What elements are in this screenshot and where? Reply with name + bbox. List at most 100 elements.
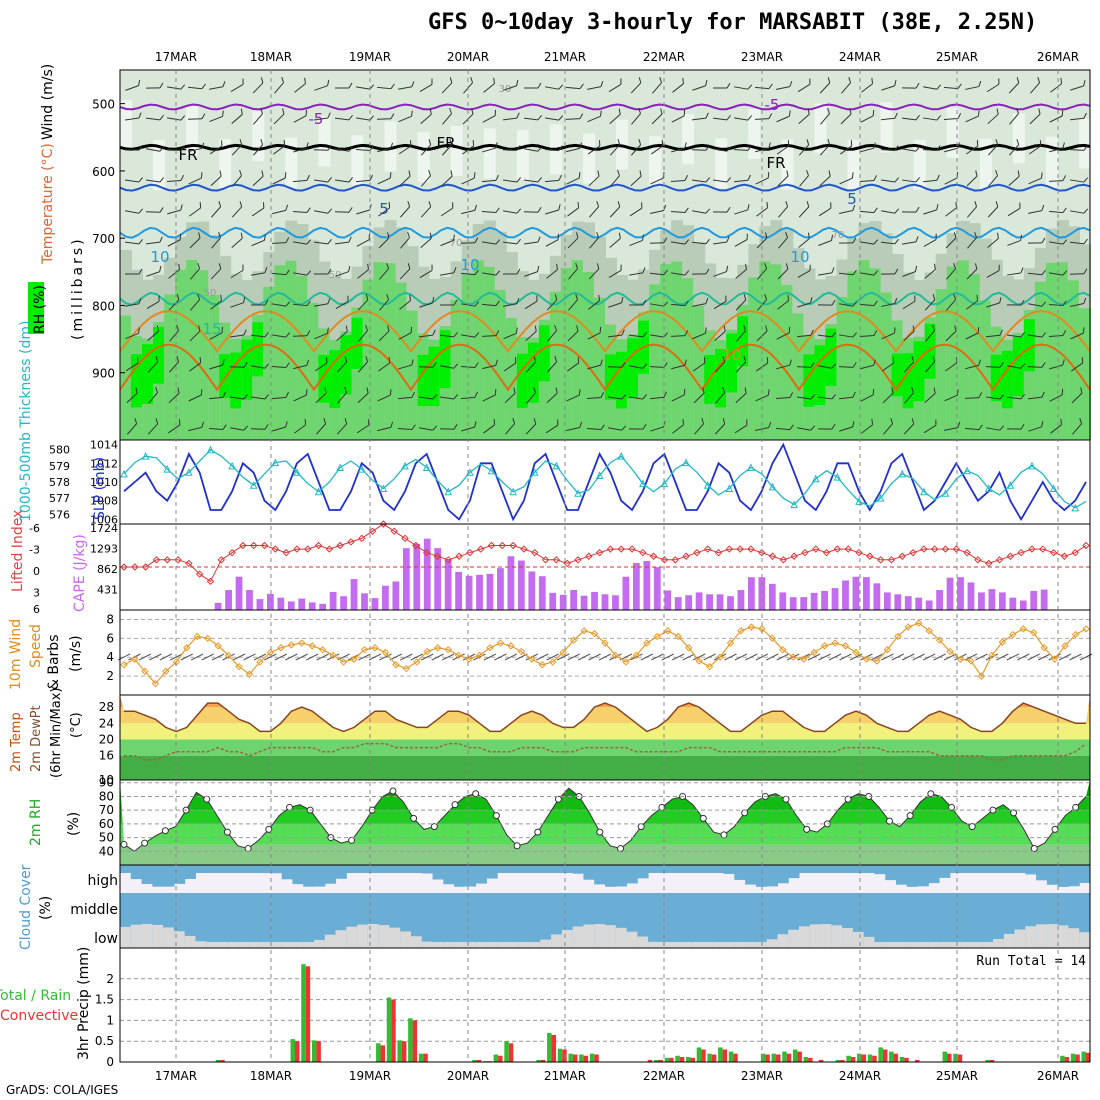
wind-marker bbox=[1019, 625, 1027, 633]
cloud-middle-bar bbox=[561, 893, 574, 948]
wind-barb bbox=[357, 387, 369, 404]
rh-band-70 bbox=[693, 305, 706, 440]
barb-flag bbox=[810, 425, 816, 431]
wind-marker bbox=[695, 657, 703, 665]
rh-band-70 bbox=[1034, 281, 1047, 440]
rh-dry-patch bbox=[847, 139, 860, 190]
rh-tick: 60 bbox=[99, 817, 114, 831]
barb-flag bbox=[344, 418, 348, 424]
rh-band-70 bbox=[186, 260, 199, 440]
rh-band-70 bbox=[395, 282, 408, 440]
barb-shaft bbox=[230, 269, 244, 279]
barb-shaft bbox=[714, 423, 726, 435]
barb-shaft bbox=[986, 270, 1000, 278]
cloud-low-bar bbox=[432, 942, 444, 948]
cloud-high-bar bbox=[184, 865, 196, 879]
barb-flag bbox=[264, 331, 269, 338]
precip-convective-bar bbox=[498, 1055, 503, 1062]
lifted-marker bbox=[271, 545, 280, 553]
wind-barb bbox=[146, 177, 165, 183]
cloud-middle-bar bbox=[551, 893, 563, 948]
barb-shaft bbox=[168, 392, 180, 404]
barb-flag bbox=[682, 418, 685, 425]
wind-barb bbox=[378, 232, 390, 249]
wind-barb bbox=[1071, 357, 1084, 372]
barb-shaft bbox=[671, 364, 685, 370]
cloud-low-bar bbox=[400, 931, 412, 948]
rh-band-70 bbox=[946, 266, 959, 440]
precip-total-bar bbox=[408, 1018, 413, 1062]
cloud-middle-bar bbox=[206, 893, 218, 948]
cloud-high-bar bbox=[529, 865, 541, 873]
precip-convective-bar bbox=[220, 1059, 225, 1062]
wind-barb bbox=[901, 82, 920, 89]
wind-marker bbox=[454, 651, 463, 660]
cloud-low-bar bbox=[993, 939, 1005, 948]
barb-flag bbox=[537, 177, 542, 183]
precip-convective-bar bbox=[1086, 1052, 1091, 1062]
wind-barb bbox=[964, 392, 983, 399]
barb-shaft bbox=[272, 303, 286, 307]
wind-barb bbox=[838, 269, 857, 276]
wind-barb bbox=[379, 262, 390, 280]
lifted-marker bbox=[660, 556, 669, 564]
cloud-high-bar bbox=[939, 865, 951, 878]
barb-flag bbox=[703, 357, 706, 364]
barb-flag bbox=[411, 81, 415, 87]
barb-shaft bbox=[273, 145, 285, 155]
barb-shaft bbox=[355, 149, 371, 151]
barb-shaft bbox=[986, 83, 1000, 93]
wind-barb bbox=[649, 362, 668, 368]
precip-convective-bar bbox=[850, 1057, 856, 1062]
barb-flag bbox=[806, 139, 810, 145]
wind-barb bbox=[1007, 202, 1021, 217]
wind-barb bbox=[567, 325, 579, 342]
barb-flag bbox=[661, 140, 664, 146]
barb-shaft bbox=[943, 118, 959, 120]
barb-shaft bbox=[609, 113, 621, 125]
rh-band-90 bbox=[1001, 350, 1014, 409]
barb-shaft bbox=[628, 396, 644, 400]
slp-axis-label: SLP (mb) bbox=[92, 457, 108, 520]
barb-flag bbox=[768, 83, 773, 89]
barb-flag bbox=[810, 329, 814, 336]
barb-flag bbox=[743, 294, 747, 301]
wind-barb bbox=[649, 269, 668, 276]
barb-flag bbox=[663, 301, 669, 307]
barb-flag bbox=[222, 110, 224, 117]
barb-flag bbox=[180, 84, 186, 90]
barb-shaft bbox=[523, 241, 539, 245]
wind-barb bbox=[146, 295, 160, 309]
barb-shaft bbox=[924, 299, 936, 311]
wind-barb bbox=[924, 294, 936, 311]
barb-shaft bbox=[292, 211, 308, 213]
wind-barb bbox=[712, 206, 731, 213]
barb-flag bbox=[617, 201, 621, 207]
barb-shaft bbox=[1049, 241, 1063, 245]
cape-bar bbox=[1019, 600, 1027, 610]
barb-flag bbox=[1020, 234, 1023, 241]
barb-flag bbox=[516, 268, 521, 275]
barb-shaft bbox=[860, 147, 874, 153]
barb-flag bbox=[1039, 140, 1042, 147]
barb-flag bbox=[240, 108, 243, 115]
wind-marker bbox=[339, 658, 348, 666]
barb-flag bbox=[852, 269, 857, 276]
wind-barb-10m bbox=[473, 653, 486, 661]
barb-shaft bbox=[271, 396, 287, 400]
lifted-marker bbox=[866, 552, 874, 560]
wind-barb bbox=[251, 234, 266, 247]
barb-flag bbox=[1020, 267, 1024, 274]
wind-marker bbox=[925, 627, 933, 635]
barb-flag bbox=[596, 201, 600, 207]
barb-shaft bbox=[587, 364, 601, 370]
wind-barb bbox=[691, 145, 710, 151]
wind-barb bbox=[1069, 238, 1088, 245]
barb-shaft bbox=[316, 423, 326, 435]
rh-band-90 bbox=[891, 353, 904, 397]
rh-band-70 bbox=[748, 277, 761, 440]
barb-flag bbox=[1019, 202, 1021, 209]
barb-flag bbox=[894, 177, 900, 183]
barb-flag bbox=[873, 239, 879, 245]
rh-marker bbox=[492, 812, 500, 820]
